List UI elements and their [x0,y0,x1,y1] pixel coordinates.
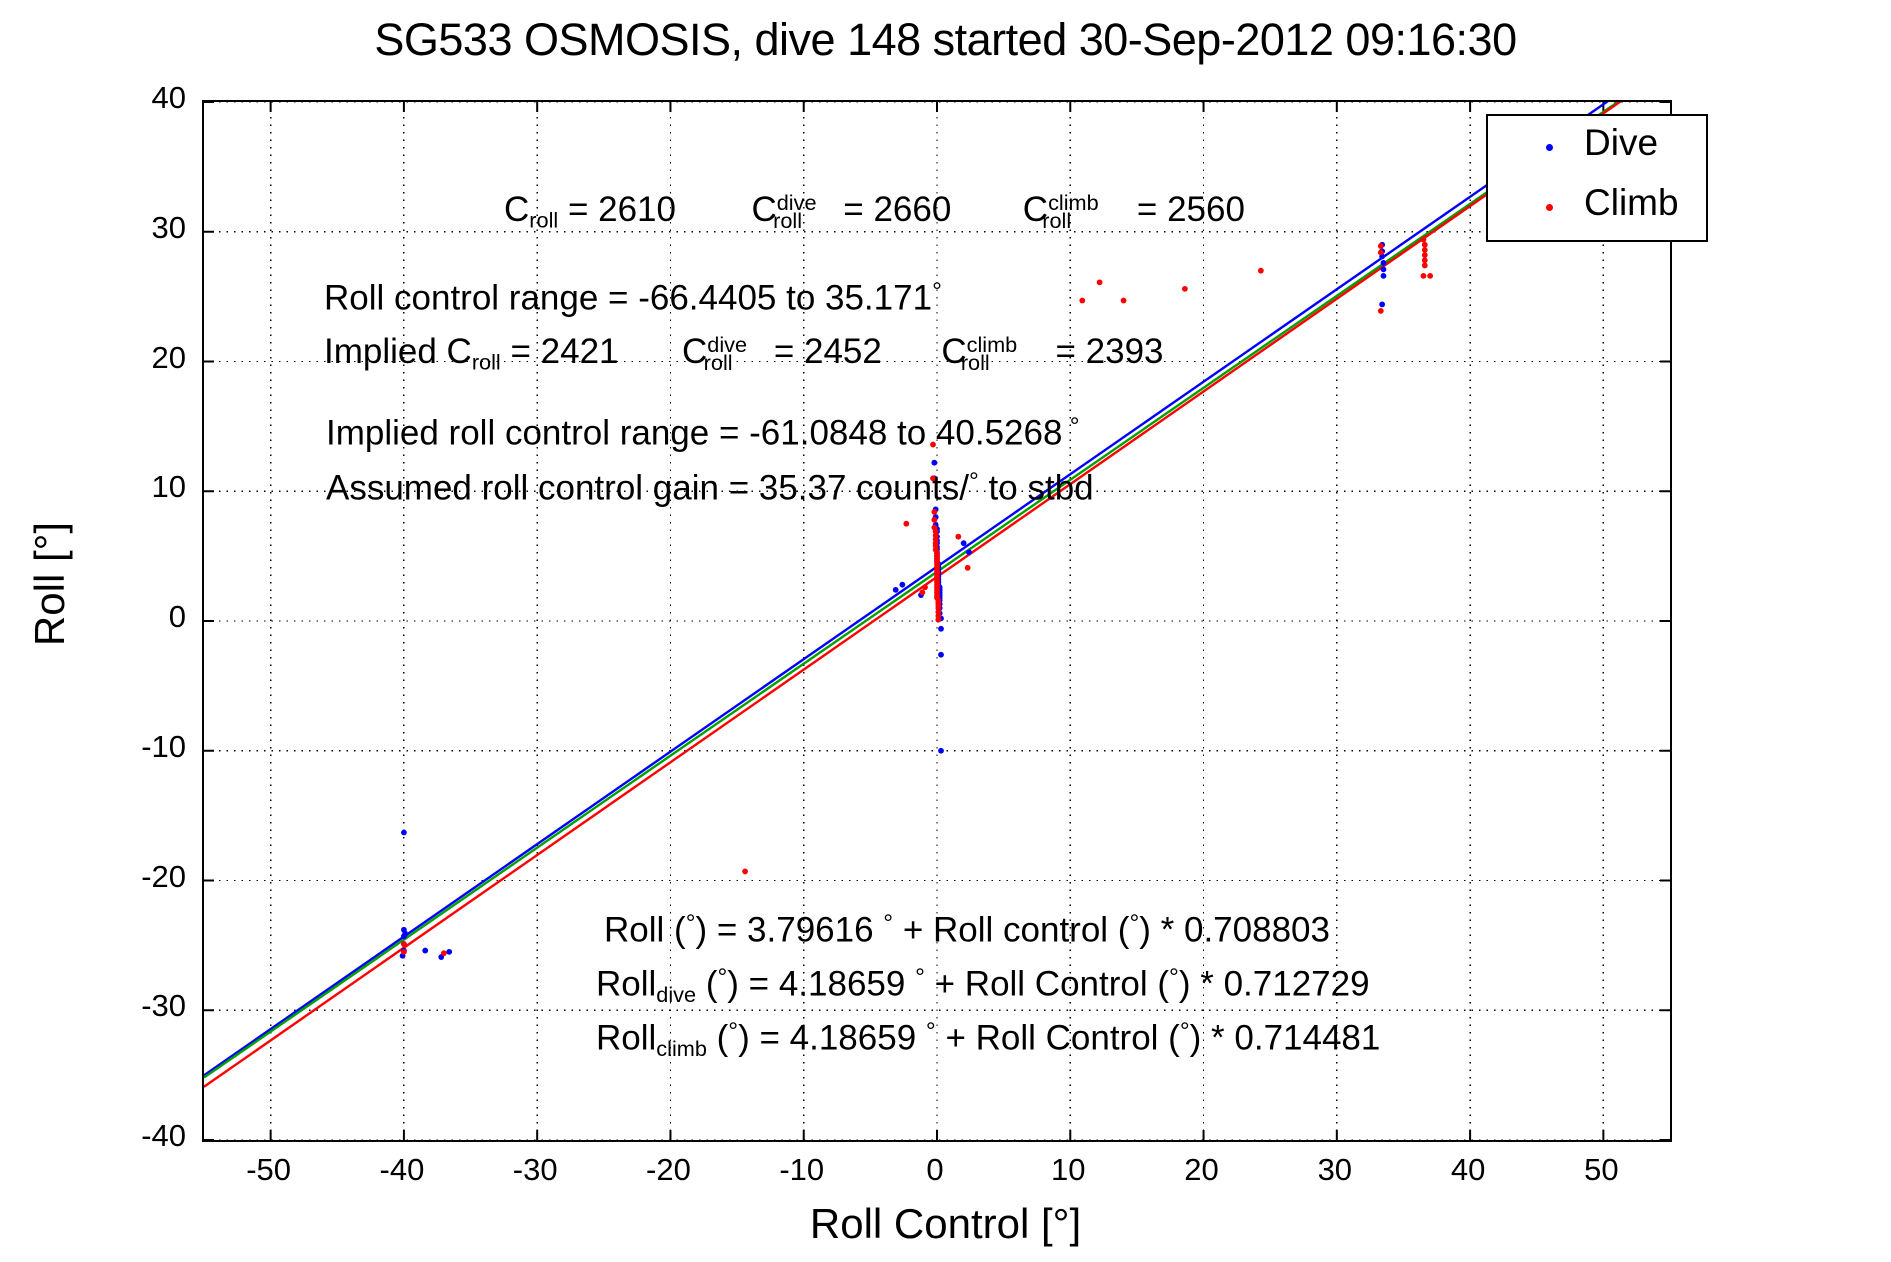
eq2-part-c: + Roll Control ( [924,964,1170,1004]
c-climb-value: = 2560 [1136,190,1245,229]
axis-ticks [204,102,1670,1140]
eq3-subscript: climb [656,1035,707,1061]
plot-area: Croll = 2610 Cdive roll = 2660 Cclimb roll… [202,100,1672,1142]
page-title: SG533 OSMOSIS, dive 148 started 30-Sep-2… [374,14,1517,65]
annotation-implied-roll-control-range: Implied roll control range = -61.0848 to… [326,413,1080,453]
eq1-part-a: Roll ( [604,910,686,950]
legend-marker-climb [1546,204,1553,211]
legend-marker-dive [1546,144,1553,151]
x-tick-label: 10 [1051,1152,1086,1187]
c-roll-subscript: roll [529,207,559,233]
y-tick-label: 10 [151,469,186,505]
x-tick-label: -10 [779,1152,825,1187]
x-tick-label: 20 [1184,1152,1219,1187]
c-climb-subscript: roll [1042,207,1072,233]
y-tick-label: -30 [141,988,186,1024]
c-dive-subscript: roll [773,207,803,233]
x-tick-label: -40 [379,1152,425,1187]
eq1-part-b: ) = 3.79616 [695,910,884,950]
degree-icon: ° [1129,910,1140,937]
degree-icon: ° [969,468,979,495]
annotation-equation-dive: Rolldive (°) = 4.18659 ° + Roll Control … [596,964,1370,1007]
degree-icon: ° [932,278,942,305]
x-tick-label: 50 [1584,1152,1619,1187]
degree-icon: ° [685,910,696,937]
degree-icon: ° [728,1018,739,1045]
eq1-part-c: + Roll control ( [893,910,1130,950]
implied-c-dive-subscript: roll [703,349,733,375]
eq2-name: Roll [596,964,657,1004]
implied-c-roll-subscript: roll [471,349,501,375]
y-axis-label: Roll [°] [26,521,73,647]
eq2-subscript: dive [656,981,697,1007]
plot-svg [204,102,1670,1140]
annotation-implied-c-roll: Implied Croll = 2421 Cdiveroll = 2452 Cc… [324,334,1164,373]
degree-icon: ° [717,964,728,991]
x-tick-label: 40 [1450,1152,1486,1187]
y-tick-label: 40 [151,80,186,115]
gridlines [204,102,1670,1140]
x-tick-label: -30 [512,1152,558,1187]
degree-icon: ° [883,910,894,937]
roll-control-range-text: Roll control range = -66.4405 to 35.171 [324,278,933,318]
annotation-equation-climb: Rollclimb (°) = 4.18659 ° + Roll Control… [596,1018,1381,1061]
eq2-part-d: ) * 0.712729 [1178,964,1370,1004]
implied-c-dive-value: = 2452 [773,332,882,371]
implied-range-text: Implied roll control range = -61.0848 to… [326,413,1063,453]
degree-icon: ° [1069,413,1080,440]
c-roll-symbol: C [504,190,530,229]
eq1-part-d: ) * 0.708803 [1139,910,1330,950]
c-roll-value: = 2610 [567,190,676,229]
degree-icon: ° [1179,1018,1190,1045]
annotation-equation-all: Roll (°) = 3.79616 ° + Roll control (°) … [604,910,1330,950]
degree-icon: ° [915,964,925,991]
y-tick-label: -40 [141,1118,186,1153]
eq3-part-c: + Roll Control ( [935,1018,1180,1058]
legend-label-climb: Climb [1584,182,1679,223]
implied-c-roll-value: = 2421 [510,332,619,371]
x-tick-label: 0 [926,1152,944,1187]
legend-item-climb[interactable]: Climb [1488,176,1710,240]
y-tick-label: 0 [168,599,186,634]
annotation-roll-control-gain: Assumed roll control gain = 35.37 counts… [326,468,1094,508]
eq2-part-a: ( [696,964,718,1004]
eq3-part-a: ( [706,1018,729,1058]
y-tick-label: -20 [141,858,186,894]
eq3-part-b: ) = 4.18659 [738,1018,926,1058]
legend-item-dive[interactable]: Dive [1488,116,1710,180]
implied-c-climb-symbol: C [941,332,967,371]
eq2-part-b: ) = 4.18659 [727,964,916,1004]
implied-c-dive-symbol: C [681,332,708,371]
y-tick-label: -10 [141,728,186,764]
c-dive-value: = 2660 [843,190,952,229]
implied-c-climb-value: = 2393 [1055,332,1164,371]
eq3-part-d: ) * 0.714481 [1189,1018,1381,1058]
c-dive-symbol: C [751,190,777,229]
x-tick-label: 30 [1317,1152,1353,1187]
gain-text-a: Assumed roll control gain = 35.37 counts… [326,468,970,508]
y-tick-label: 20 [151,339,186,375]
gain-text-b: to stbd [978,468,1094,508]
x-tick-label: -50 [246,1152,292,1187]
series-climb-points [401,236,1434,957]
degree-icon: ° [925,1018,936,1045]
annotation-roll-control-range: Roll control range = -66.4405 to 35.171° [324,278,942,318]
legend-label-dive: Dive [1584,122,1659,163]
chart-legend: Dive Climb [1486,114,1708,242]
eq3-name: Roll [596,1018,657,1058]
annotation-c-roll: Croll = 2610 Cdiveroll = 2660 Cclimbroll… [504,192,1245,231]
implied-c-climb-subscript: roll [960,349,990,375]
implied-c-roll-prefix: Implied C [324,332,472,371]
y-tick-label: 30 [151,209,186,245]
x-axis-label: Roll Control [°] [809,1200,1082,1247]
degree-icon: ° [1169,964,1179,991]
c-climb-symbol: C [1022,190,1049,229]
x-tick-label: -20 [646,1152,691,1187]
